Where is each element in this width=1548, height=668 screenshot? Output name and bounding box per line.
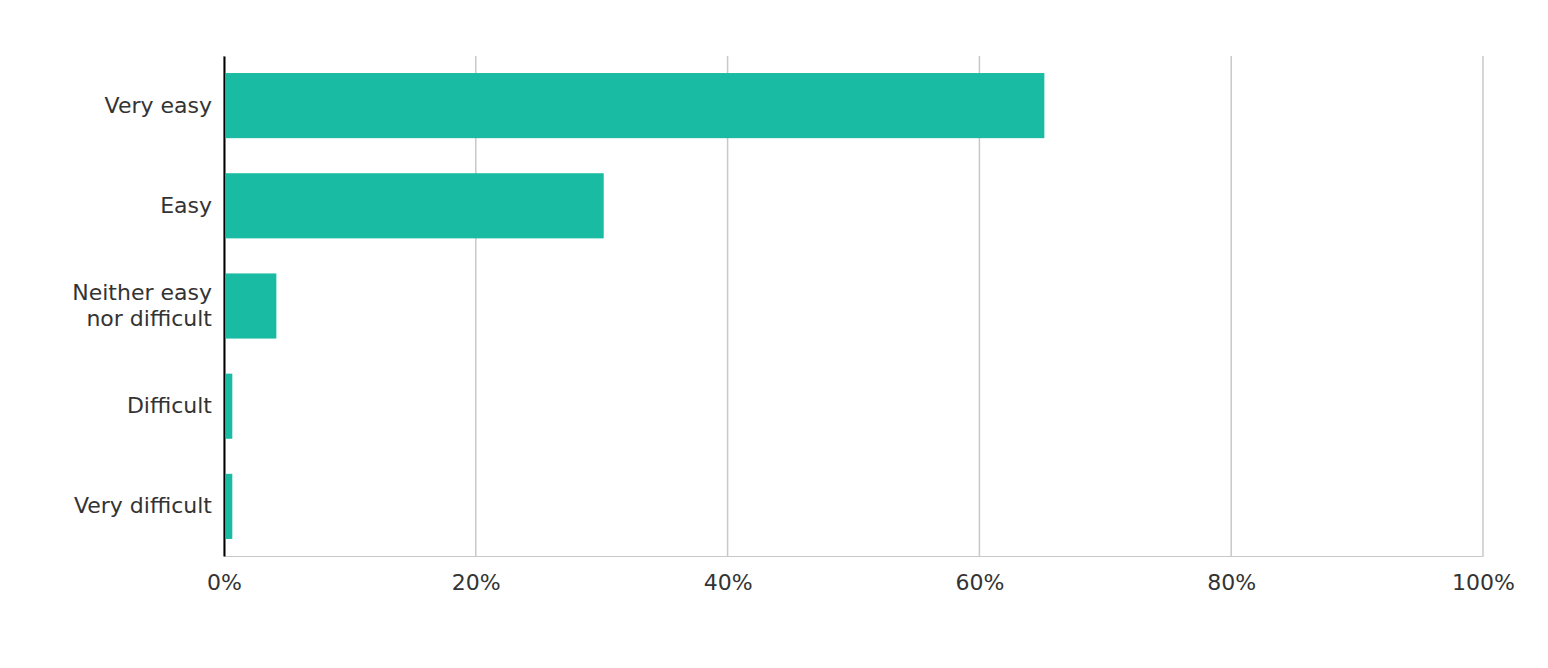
x-tick-label: 100% — [1452, 570, 1515, 595]
x-tick: 80% — [1207, 556, 1256, 595]
x-tick: 100% — [1452, 556, 1515, 595]
bar — [226, 374, 232, 439]
y-tick-label: Difficult — [127, 393, 212, 418]
y-tick: Easy — [160, 193, 224, 218]
x-tick-label: 20% — [452, 570, 501, 595]
plot: 0% 20% 40% 60% 80% 100% Very easy Easy Neither e… — [72, 56, 1515, 595]
grid-line — [1230, 56, 1232, 556]
x-axis-line — [225, 556, 1484, 557]
grid — [224, 56, 1483, 556]
y-tick: Very easy — [105, 93, 224, 118]
y-tick-label: Very easy — [105, 93, 212, 118]
x-tick-label: 40% — [704, 570, 753, 595]
x-tick: 0% — [207, 556, 242, 595]
grid-line — [223, 56, 225, 556]
bar — [226, 273, 276, 338]
x-tick-label: 0% — [207, 570, 242, 595]
bar — [226, 73, 1044, 138]
y-tick-label: Very difficult — [74, 493, 212, 518]
x-tick-label: 60% — [955, 570, 1004, 595]
y-axis-line — [224, 57, 226, 557]
x-tick: 60% — [955, 556, 1004, 595]
x-axis: 0% 20% 40% 60% 80% 100% — [207, 556, 1515, 595]
x-tick: 20% — [452, 556, 501, 595]
bars — [226, 73, 1044, 539]
y-axis: Very easy Easy Neither easynor difficult Di… — [72, 57, 224, 557]
y-tick: Neither easynor difficult — [72, 280, 224, 331]
y-tick: Difficult — [127, 393, 224, 418]
grid-line — [1482, 56, 1484, 556]
chart: 0% 20% 40% 60% 80% 100% Very easy Easy Neither e… — [0, 0, 1548, 668]
x-tick-label: 80% — [1207, 570, 1256, 595]
x-tick: 40% — [704, 556, 753, 595]
bar — [226, 474, 232, 539]
bar — [226, 173, 604, 238]
y-tick-label: Neither easynor difficult — [72, 280, 212, 331]
y-tick: Very difficult — [74, 493, 224, 518]
y-tick-label: Easy — [160, 193, 212, 218]
